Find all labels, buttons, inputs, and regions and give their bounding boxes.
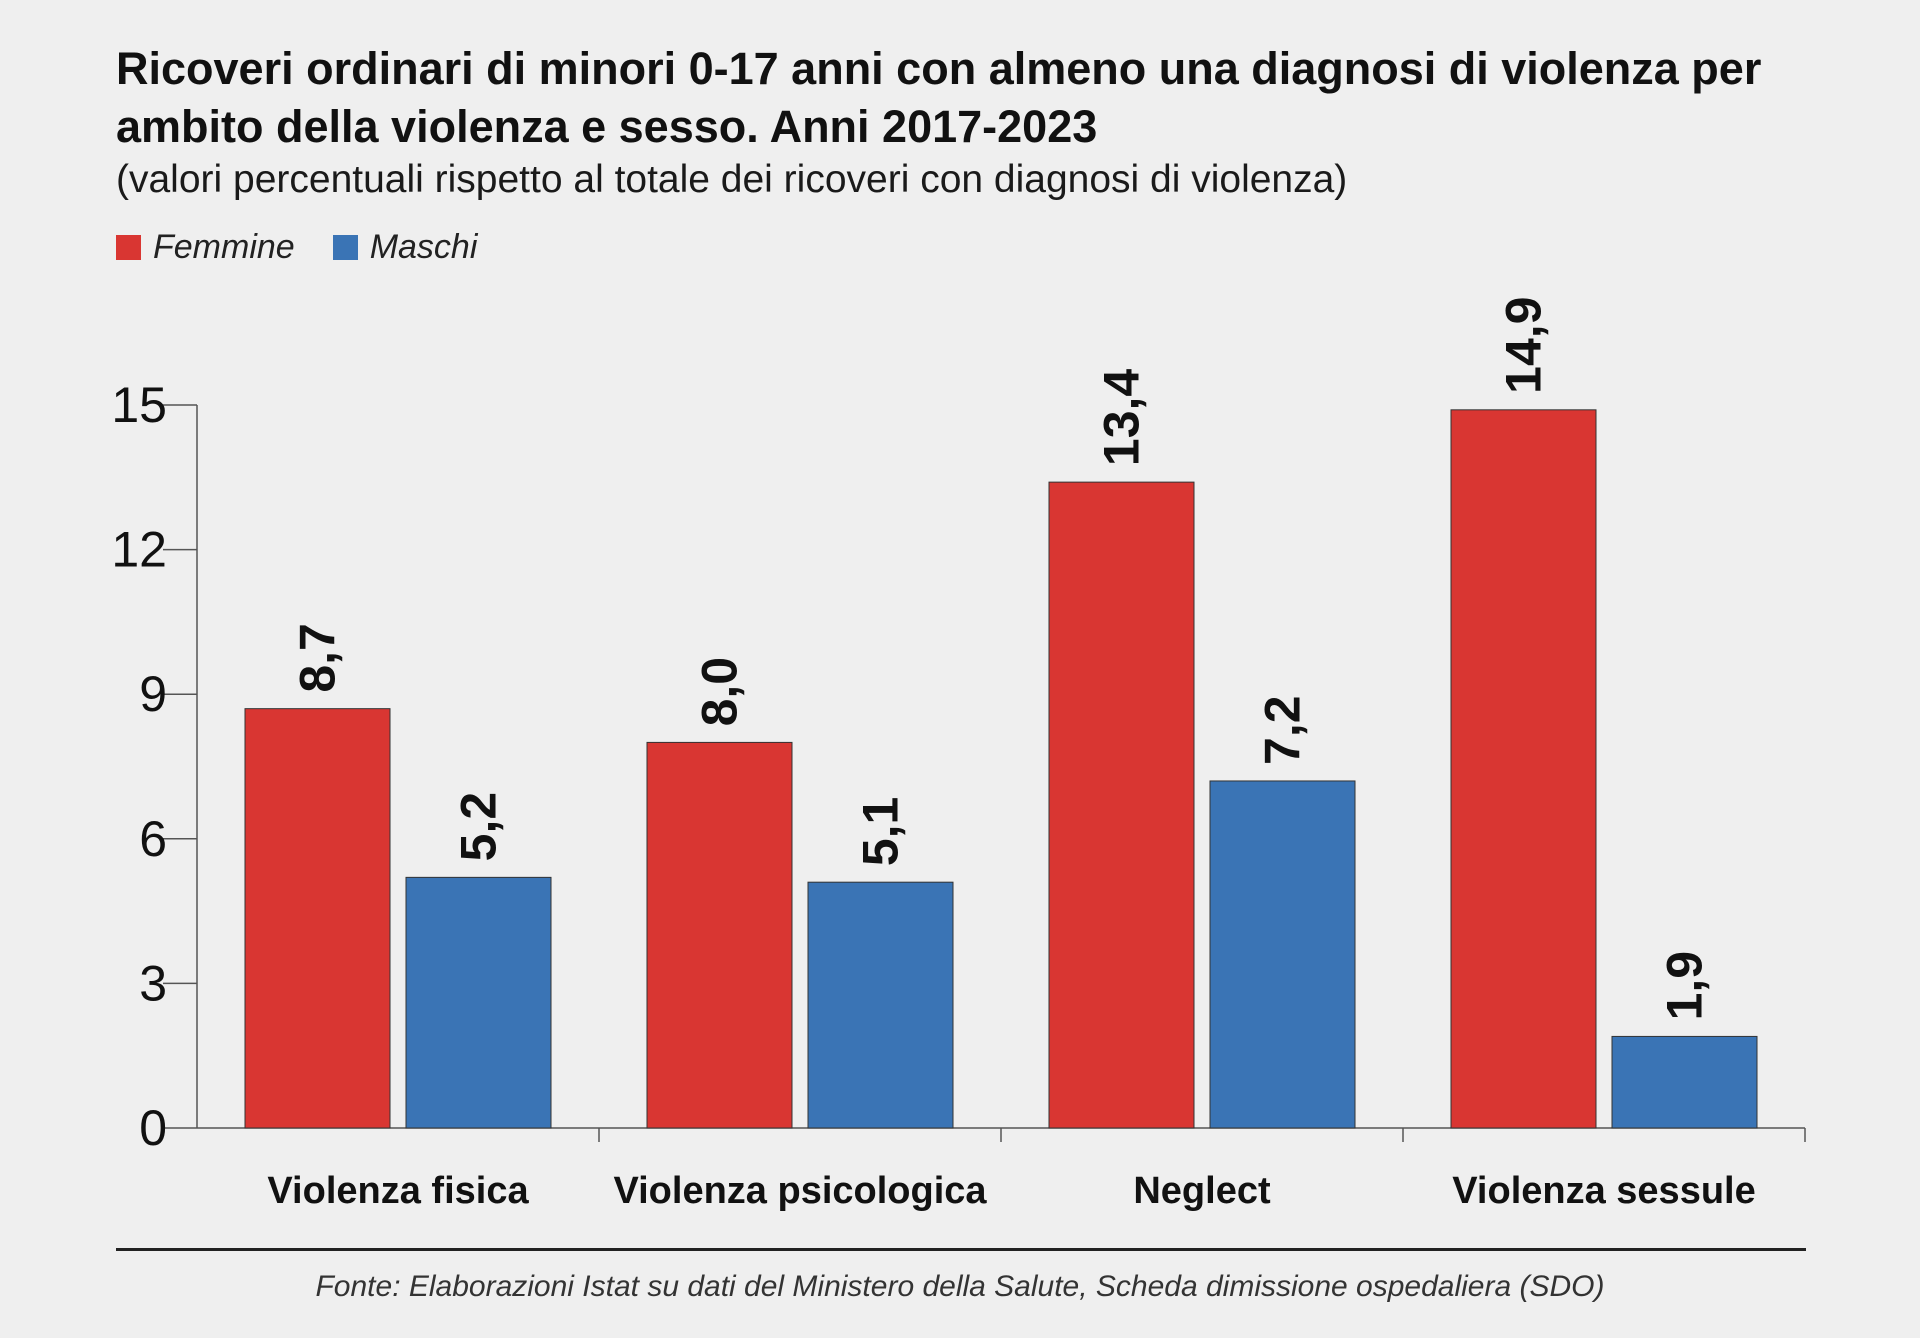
data-label: 5,2	[451, 792, 507, 862]
bar	[807, 881, 954, 1129]
x-category-label: Neglect	[1133, 1170, 1271, 1212]
bar	[1209, 780, 1356, 1129]
bar	[244, 708, 391, 1129]
data-label: 14,9	[1496, 296, 1552, 393]
bar	[1450, 409, 1597, 1129]
legend: Femmine Maschi	[116, 228, 515, 267]
y-tick-label: 0	[139, 1100, 167, 1156]
bar	[1048, 481, 1195, 1129]
data-label: 5,1	[853, 797, 909, 867]
x-category-label: Violenza sessule	[1452, 1170, 1755, 1212]
y-tick-label: 9	[139, 666, 167, 722]
legend-swatch-maschi	[332, 235, 358, 260]
legend-item-femmine: Femmine	[116, 228, 295, 267]
y-tick-label: 12	[111, 522, 167, 578]
chart-subtitle: (valori percentuali rispetto al totale d…	[116, 158, 1348, 201]
y-tick-label: 6	[139, 811, 167, 867]
legend-label-maschi: Maschi	[369, 228, 478, 266]
y-tick-label: 15	[111, 377, 167, 433]
data-label: 1,9	[1657, 951, 1713, 1021]
footer-divider	[116, 1248, 1806, 1251]
legend-label-femmine: Femmine	[153, 228, 295, 266]
legend-swatch-femmine	[116, 235, 141, 260]
bar	[1611, 1035, 1758, 1129]
bar	[646, 741, 793, 1129]
data-label: 8,7	[290, 623, 346, 693]
y-tick-label: 3	[139, 955, 167, 1011]
data-label: 7,2	[1255, 695, 1311, 765]
x-category-label: Violenza psicologica	[613, 1170, 987, 1212]
data-label: 8,0	[692, 657, 748, 727]
source-note: Fonte: Elaborazioni Istat su dati del Mi…	[315, 1270, 1605, 1303]
chart-title: Ricoveri ordinari di minori 0-17 anni co…	[116, 43, 1762, 152]
legend-item-maschi: Maschi	[332, 228, 478, 267]
x-category-label: Violenza fisica	[267, 1170, 529, 1212]
bar	[405, 876, 552, 1129]
data-label: 13,4	[1094, 369, 1150, 467]
